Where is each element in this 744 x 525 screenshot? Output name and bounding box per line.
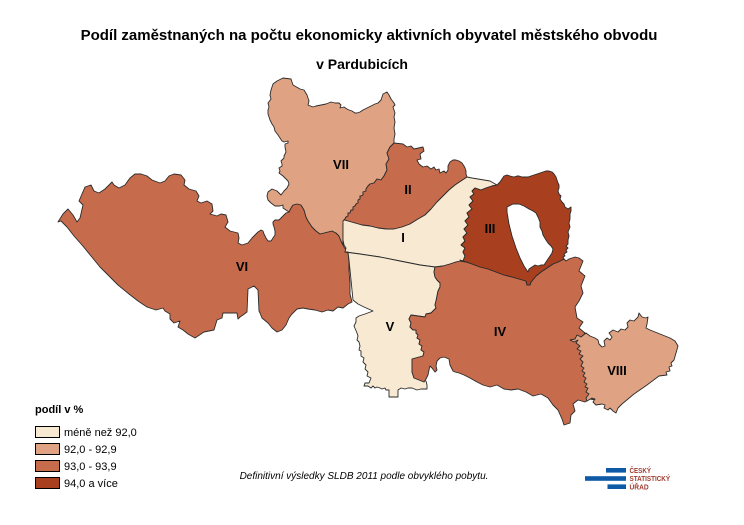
svg-text:III: III [485, 221, 496, 236]
svg-text:VII: VII [333, 157, 349, 172]
svg-text:VIII: VIII [607, 363, 627, 378]
svg-text:V: V [386, 319, 395, 334]
svg-text:I: I [401, 230, 405, 245]
svg-text:IV: IV [494, 324, 507, 339]
svg-text:ČESKÝ: ČESKÝ [630, 466, 652, 475]
svg-text:ÚŘAD: ÚŘAD [630, 482, 649, 491]
svg-text:II: II [404, 182, 411, 197]
svg-text:VI: VI [236, 259, 248, 274]
svg-text:STATISTICKÝ: STATISTICKÝ [630, 474, 671, 483]
